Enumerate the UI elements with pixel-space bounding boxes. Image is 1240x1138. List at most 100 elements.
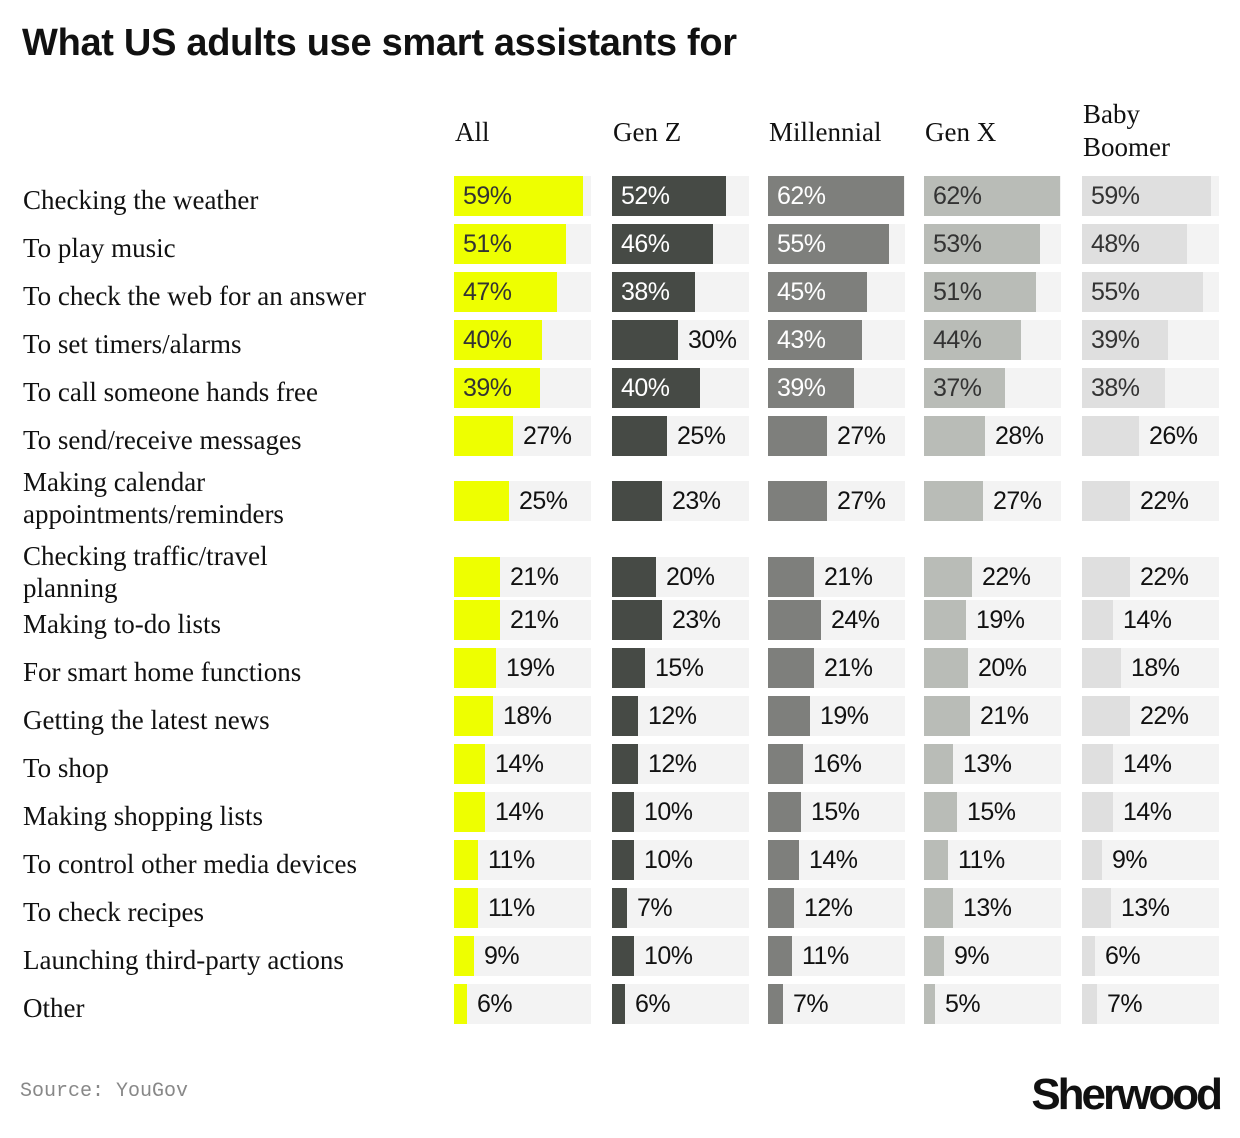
data-label: 20%: [666, 563, 715, 591]
bar-track: 12%: [768, 888, 905, 928]
bar: [1082, 320, 1168, 360]
bar-track: 14%: [1082, 744, 1219, 784]
chart-row: To shop 14% 12% 16% 13% 14%: [0, 744, 1240, 792]
bar: [768, 744, 803, 784]
data-label: 12%: [648, 750, 697, 778]
data-label: 13%: [963, 894, 1012, 922]
chart-row: To control other media devices 11% 10% 14% 1…: [0, 840, 1240, 888]
data-label: 53%: [933, 230, 982, 258]
bar: [612, 320, 678, 360]
bar-track: 38%: [1082, 368, 1219, 408]
bar: [924, 840, 948, 880]
bar: [924, 648, 968, 688]
bar: [768, 272, 867, 312]
bar: [768, 600, 821, 640]
bar-track: 40%: [612, 368, 749, 408]
data-label: 10%: [644, 798, 693, 826]
bar: [1082, 600, 1113, 640]
data-label: 19%: [820, 702, 869, 730]
bar: [924, 557, 972, 597]
bar-track: 23%: [612, 481, 749, 521]
data-label: 40%: [463, 326, 512, 354]
bar-track: 48%: [1082, 224, 1219, 264]
bar-track: 20%: [612, 557, 749, 597]
bar-track: 6%: [454, 984, 591, 1024]
bar-track: 51%: [924, 272, 1061, 312]
bar: [924, 744, 953, 784]
data-label: 39%: [1091, 326, 1140, 354]
bar-track: 22%: [1082, 557, 1219, 597]
category-label: Checking the weather: [23, 185, 259, 215]
bar-track: 18%: [454, 696, 591, 736]
bar: [768, 368, 854, 408]
data-label: 12%: [804, 894, 853, 922]
data-label: 62%: [933, 182, 982, 210]
bar-track: 44%: [924, 320, 1061, 360]
bar: [454, 481, 509, 521]
bar-track: 25%: [454, 481, 591, 521]
category-label: Getting the latest news: [23, 705, 270, 735]
bar: [1082, 744, 1113, 784]
data-label: 27%: [837, 422, 886, 450]
column-header: Gen Z: [613, 117, 682, 147]
data-label: 5%: [945, 990, 981, 1018]
category-label: To send/receive messages: [23, 425, 302, 455]
bar: [612, 368, 700, 408]
bar: [1082, 792, 1113, 832]
data-label: 13%: [963, 750, 1012, 778]
data-label: 11%: [488, 846, 535, 874]
bar: [924, 272, 1036, 312]
data-label: 62%: [777, 182, 826, 210]
bar: [454, 648, 496, 688]
bar: [768, 416, 827, 456]
data-label: 9%: [484, 942, 520, 970]
data-label: 7%: [1107, 990, 1143, 1018]
chart-row: To play music 51% 46% 55% 53% 48%: [0, 224, 1240, 272]
bar-track: 52%: [612, 176, 749, 216]
bar-track: 23%: [612, 600, 749, 640]
bar-track: 14%: [454, 792, 591, 832]
bar-track: 11%: [454, 840, 591, 880]
data-label: 14%: [495, 750, 544, 778]
data-label: 15%: [811, 798, 860, 826]
bar: [612, 696, 638, 736]
data-label: 10%: [644, 942, 693, 970]
bar: [612, 792, 634, 832]
bar-track: 22%: [924, 557, 1061, 597]
bar: [924, 936, 944, 976]
bar-track: 47%: [454, 272, 591, 312]
bar: [1082, 224, 1187, 264]
data-label: 7%: [637, 894, 673, 922]
bar: [1082, 648, 1121, 688]
category-label: Launching third-party actions: [23, 945, 344, 975]
data-label: 47%: [463, 278, 512, 306]
chart-row: For smart home functions 19% 15% 21% 20% 18%: [0, 648, 1240, 696]
data-label: 22%: [982, 563, 1031, 591]
bar-track: 62%: [768, 176, 905, 216]
bar-track: 14%: [768, 840, 905, 880]
bar: [1082, 557, 1130, 597]
bar: [924, 416, 985, 456]
chart-row: To set timers/alarms 40% 30% 43% 44% 39%: [0, 320, 1240, 368]
bar-track: 21%: [768, 557, 905, 597]
bar-track: 10%: [612, 792, 749, 832]
data-label: 25%: [677, 422, 726, 450]
data-label: 21%: [824, 563, 873, 591]
bar-track: 10%: [612, 840, 749, 880]
data-label: 55%: [777, 230, 826, 258]
bar: [454, 176, 583, 216]
bar: [454, 320, 542, 360]
data-label: 21%: [510, 563, 559, 591]
bar-track: 9%: [454, 936, 591, 976]
category-label: To shop: [23, 753, 109, 783]
bar-track: 7%: [612, 888, 749, 928]
bar: [924, 888, 953, 928]
data-label: 39%: [777, 374, 826, 402]
bar-track: 39%: [454, 368, 591, 408]
data-label: 27%: [837, 487, 886, 515]
data-label: 14%: [495, 798, 544, 826]
bar-track: 14%: [1082, 600, 1219, 640]
data-label: 11%: [958, 846, 1005, 874]
bar-track: 11%: [454, 888, 591, 928]
chart-row: To call someone hands free 39% 40% 39% 37% 38…: [0, 368, 1240, 416]
